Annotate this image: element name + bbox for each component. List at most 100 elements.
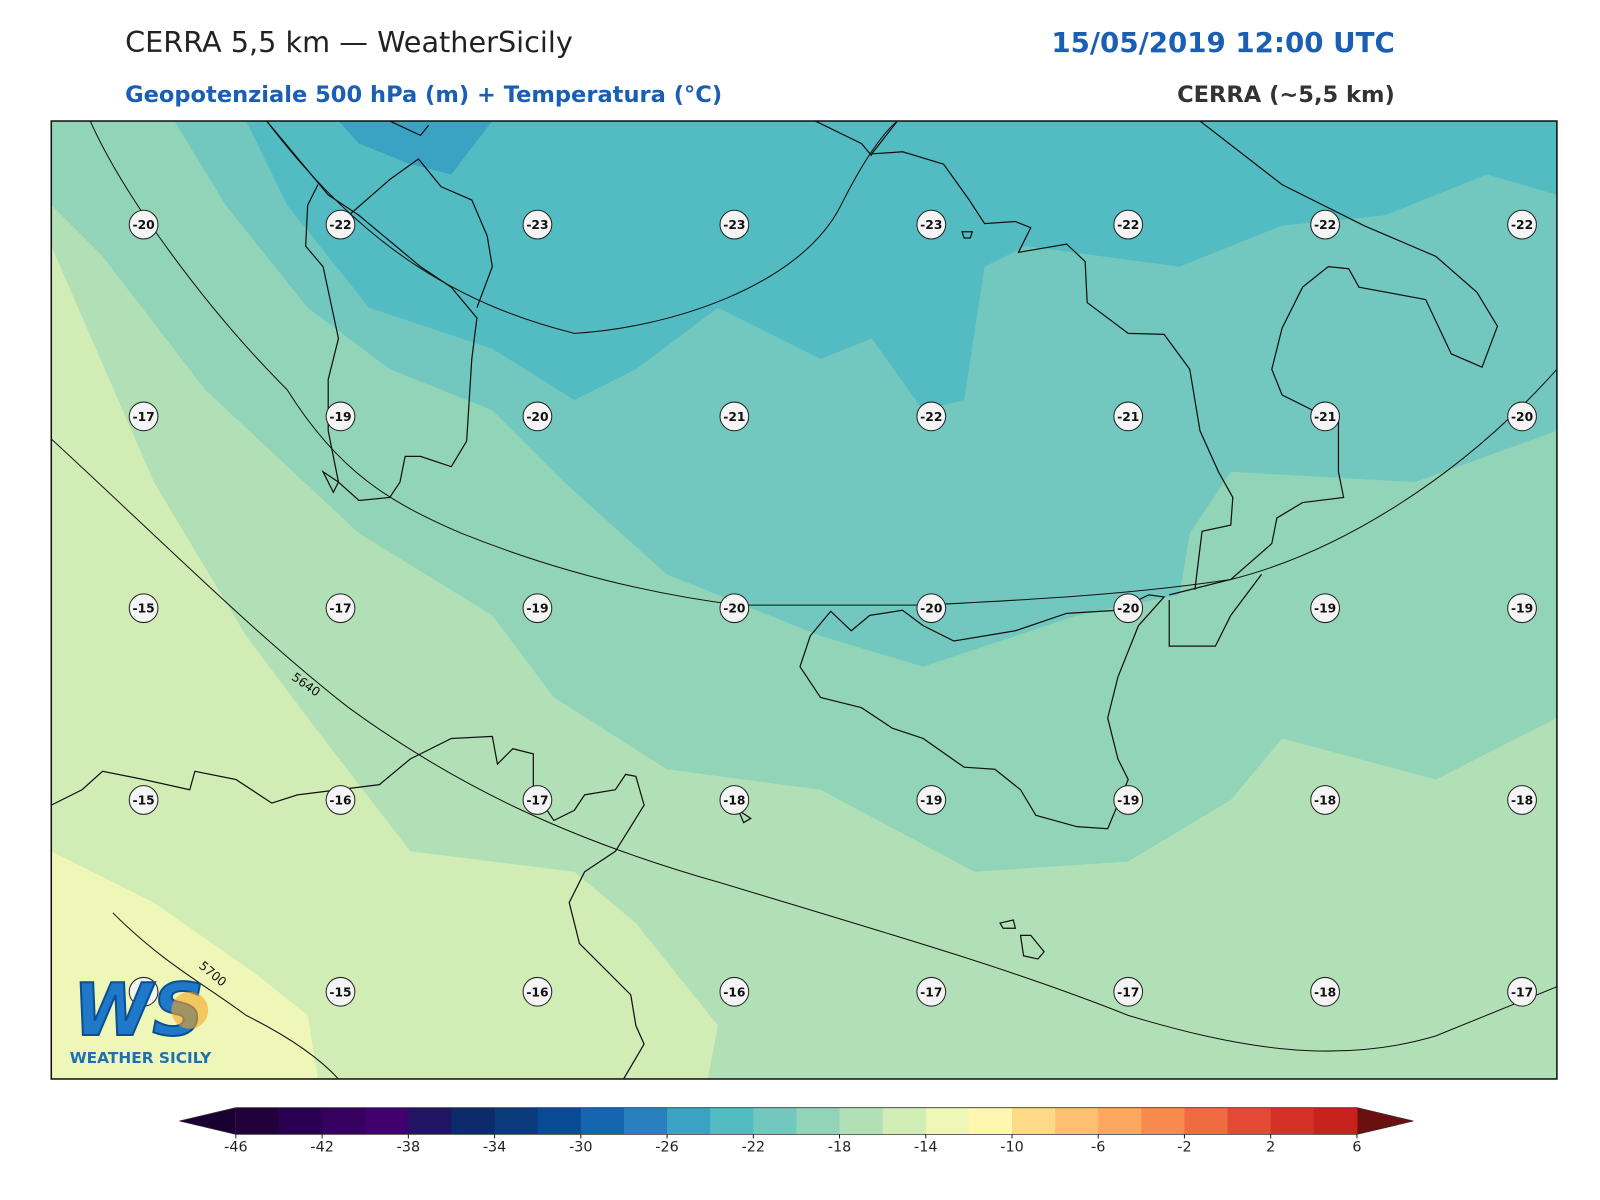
temperature-marker <box>916 209 947 240</box>
temperature-label: -20 <box>920 602 942 616</box>
colorbar-segment <box>710 1107 754 1135</box>
temperature-marker <box>1113 785 1144 815</box>
temperature-marker <box>325 785 356 815</box>
temperature-marker <box>1507 785 1537 815</box>
temperature-label: -17 <box>526 794 548 808</box>
colorbar-segment <box>925 1107 970 1135</box>
temperature-marker <box>1113 593 1144 624</box>
logo: WS WEATHER SICILY <box>70 967 212 1067</box>
temperature-marker <box>1310 976 1340 1007</box>
colorbar-extend <box>179 1107 236 1135</box>
colorbar-segment <box>408 1107 452 1135</box>
temperature-label: -19 <box>920 794 942 808</box>
temperature-marker <box>325 401 356 432</box>
temperature-marker <box>719 785 750 815</box>
colorbar-tick-label: -14 <box>914 1140 937 1156</box>
temperature-label: -22 <box>920 410 942 424</box>
map-area: 5640 5700 -20 -22 -23 -23 -23 -22 -22 -22-17 -19… <box>51 121 1557 1079</box>
temperature-label: -17 <box>1117 985 1139 999</box>
temperature-label: -22 <box>1511 218 1533 232</box>
contour-line <box>266 121 898 334</box>
temperature-marker <box>325 593 356 624</box>
temperature-marker <box>1113 209 1144 240</box>
temperature-marker <box>128 593 159 624</box>
colorbar-segment <box>1227 1107 1272 1135</box>
temperature-label: -20 <box>1511 410 1533 424</box>
colorbar-tick-label: -30 <box>569 1140 592 1156</box>
colorbar-tick-label: -34 <box>483 1140 506 1156</box>
colorbar-tick-label: 6 <box>1352 1140 1361 1156</box>
temperature-label: -17 <box>920 985 942 999</box>
temperature-marker <box>325 209 356 240</box>
logo-sun <box>171 991 209 1029</box>
temperature-label: -23 <box>723 218 745 232</box>
colorbar-tick-label: -6 <box>1091 1140 1105 1156</box>
colorbar-tick-label: -18 <box>828 1140 851 1156</box>
temperature-label: -19 <box>1314 602 1336 616</box>
temperature-marker <box>522 401 553 432</box>
temperature-label: -21 <box>723 410 745 424</box>
temperature-label: -17 <box>329 602 351 616</box>
colorbar-tick-label: -26 <box>655 1140 678 1156</box>
colorbar-segment <box>796 1107 841 1135</box>
temperature-marker <box>719 976 750 1007</box>
coastline <box>266 121 478 502</box>
temperature-label: -20 <box>723 602 745 616</box>
colorbar-segment <box>1011 1107 1056 1135</box>
temperature-label: -21 <box>1117 410 1139 424</box>
colorbar-segment <box>494 1107 539 1135</box>
temperature-marker <box>1113 976 1144 1007</box>
temperature-marker <box>128 976 159 1007</box>
colorbar-segment <box>1055 1107 1099 1135</box>
temperature-label: -17 <box>1511 985 1533 999</box>
temperature-marker <box>916 401 947 432</box>
temperature-label: -22 <box>329 218 351 232</box>
colorbar-segment <box>322 1107 366 1135</box>
temperature-label: -18 <box>723 794 745 808</box>
title: CERRA 5,5 km — WeatherSicily <box>125 25 573 59</box>
colorbar-segment <box>279 1107 323 1135</box>
temperature-marker <box>522 593 553 624</box>
temperature-marker <box>1310 785 1340 815</box>
temperature-label: -18 <box>1511 794 1533 808</box>
colorbar-segment <box>1098 1107 1142 1135</box>
temperature-label: -19 <box>526 602 548 616</box>
temperature-marker <box>522 976 553 1007</box>
colorbar-segment <box>968 1107 1013 1135</box>
field <box>51 851 318 1079</box>
temperature-marker <box>1113 401 1144 432</box>
temperature-marker <box>1507 976 1537 1007</box>
temperature-marker <box>128 785 159 815</box>
temperature-marker <box>1310 401 1340 432</box>
temperature-label: -23 <box>526 218 548 232</box>
temperature-marker <box>128 401 159 432</box>
coastline <box>348 158 493 308</box>
temperature-label: -23 <box>920 218 942 232</box>
colorbar: -46 -42 -38 -34 -30 -26 -22 -18 -14 -10 -6 -2 2 6 <box>179 1107 1414 1156</box>
temperature-marker <box>916 785 947 815</box>
temperature-label: -16 <box>329 794 351 808</box>
temperature-grid: -20 -22 -23 -23 -23 -22 -22 -22 -17 -19 -20 -21 -22 -… <box>128 209 1537 1007</box>
temperature-marker <box>1310 209 1340 240</box>
coastline <box>870 121 1234 590</box>
field <box>338 121 493 175</box>
temperature-label: -20 <box>526 410 548 424</box>
colorbar-tick-label: -38 <box>397 1140 420 1156</box>
colorbar-segment <box>537 1107 582 1135</box>
temperature-label: -22 <box>1117 218 1139 232</box>
coastline <box>321 469 340 494</box>
colorbar-segment <box>451 1107 496 1135</box>
colorbar-segment <box>235 1107 280 1135</box>
temperature-label: -15 <box>132 602 154 616</box>
coastline <box>1169 121 1499 596</box>
field <box>246 121 1557 411</box>
temperature-marker <box>1507 593 1537 624</box>
temperature-label: -20 <box>132 218 154 232</box>
map-frame <box>50 120 1558 1080</box>
temperature-label: -19 <box>329 410 351 424</box>
temperature-label: -15 <box>132 794 154 808</box>
logo-text: WEATHER SICILY <box>70 1049 212 1067</box>
colorbar-segment <box>753 1107 797 1135</box>
